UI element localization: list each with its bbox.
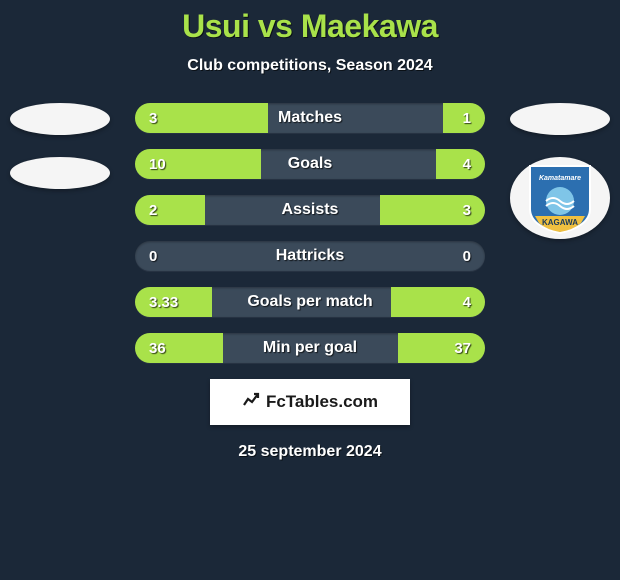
stat-label: Assists: [135, 195, 485, 225]
left-player-area: [10, 103, 110, 211]
brand-icon: [242, 391, 260, 414]
stat-row: 104Goals: [135, 149, 485, 179]
club-badge-container: Kamatamare KAGAWA: [510, 157, 610, 239]
right-player-area: Kamatamare KAGAWA: [510, 103, 610, 239]
stat-row: 3.334Goals per match: [135, 287, 485, 317]
stat-label: Goals per match: [135, 287, 485, 317]
stat-row: 3637Min per goal: [135, 333, 485, 363]
badge-top-text: Kamatamare: [539, 175, 581, 182]
stat-label: Matches: [135, 103, 485, 133]
stat-label: Hattricks: [135, 241, 485, 271]
stat-label: Min per goal: [135, 333, 485, 363]
content-area: Kamatamare KAGAWA 31Matches 104Goals 23Ass…: [0, 103, 620, 461]
stat-row: 00Hattricks: [135, 241, 485, 271]
page-subtitle: Club competitions, Season 2024: [0, 57, 620, 75]
stat-label: Goals: [135, 149, 485, 179]
right-placeholder-1: [510, 103, 610, 135]
brand-badge: FcTables.com: [210, 379, 410, 425]
brand-text: FcTables.com: [266, 392, 378, 412]
club-badge-icon: Kamatamare KAGAWA: [525, 161, 595, 235]
left-placeholder-1: [10, 103, 110, 135]
date-text: 25 september 2024: [0, 443, 620, 461]
stat-row: 31Matches: [135, 103, 485, 133]
stat-row: 23Assists: [135, 195, 485, 225]
page-title: Usui vs Maekawa: [0, 8, 620, 45]
badge-bottom-text: KAGAWA: [542, 218, 578, 227]
left-placeholder-2: [10, 157, 110, 189]
stats-list: 31Matches 104Goals 23Assists 00Hattricks 3.3…: [135, 103, 485, 363]
